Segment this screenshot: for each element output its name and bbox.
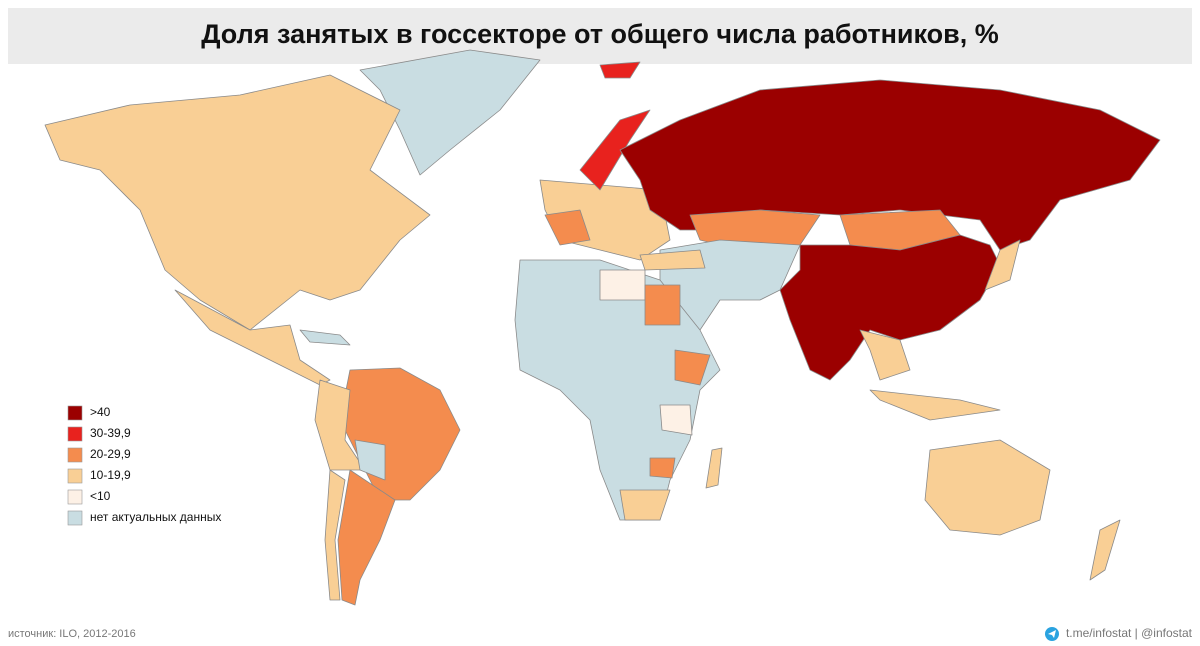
legend: >40 30-39,9 20-29,9 10-19,9 <10 нет актуальны… bbox=[67, 405, 221, 526]
legend-swatch bbox=[67, 426, 83, 442]
telegram-plane bbox=[1048, 630, 1056, 638]
credit[interactable]: t.me/infostat | @infostat bbox=[1066, 626, 1193, 640]
legend-label: 20-29,9 bbox=[90, 447, 131, 461]
australia bbox=[924, 439, 1051, 536]
legend-label: нет актуальных данных bbox=[90, 510, 221, 524]
legend-label: <10 bbox=[90, 489, 111, 503]
caribbean bbox=[299, 329, 351, 346]
legend-swatch bbox=[67, 489, 83, 505]
new-zealand bbox=[1089, 519, 1121, 581]
tanzania bbox=[659, 404, 693, 436]
southeast-asia bbox=[859, 329, 911, 381]
zimbabwe bbox=[649, 457, 676, 479]
title-band bbox=[8, 8, 1192, 64]
legend-label: 10-19,9 bbox=[90, 468, 131, 482]
legend-label: 30-39,9 bbox=[90, 426, 131, 440]
norway bbox=[579, 109, 651, 191]
svalbard bbox=[599, 61, 641, 79]
egypt bbox=[644, 284, 681, 326]
indonesia bbox=[869, 389, 1001, 421]
legend-swatch bbox=[67, 468, 83, 484]
legend-label: >40 bbox=[90, 405, 111, 419]
source: источник: ILO, 2012-2016 bbox=[8, 628, 136, 640]
legend-swatch bbox=[67, 510, 83, 526]
argentina bbox=[337, 469, 396, 606]
japan bbox=[984, 239, 1021, 291]
legend-swatch bbox=[67, 405, 83, 421]
north-america bbox=[44, 74, 431, 331]
france-spain bbox=[544, 209, 591, 246]
ethiopia bbox=[674, 349, 711, 386]
legend-swatch bbox=[67, 447, 83, 463]
libya bbox=[599, 269, 646, 301]
south-africa bbox=[619, 489, 671, 521]
title: Доля занятых в госсекторе от общего числ… bbox=[201, 19, 999, 49]
chile bbox=[324, 469, 346, 601]
madagascar bbox=[705, 447, 723, 489]
turkey bbox=[639, 249, 706, 271]
world-map bbox=[44, 49, 1161, 606]
bolivia bbox=[354, 439, 386, 481]
